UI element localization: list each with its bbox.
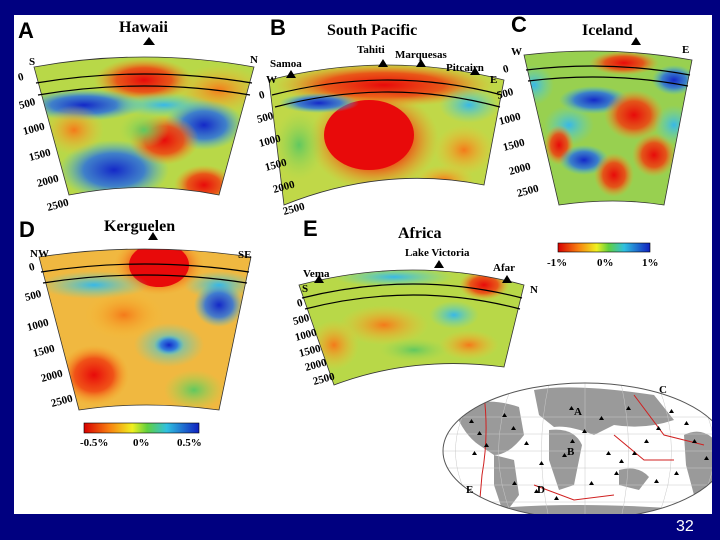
panel-a-depth-0: 0 xyxy=(17,71,26,84)
panel-b-depth-2500: 2500 xyxy=(282,200,307,217)
panel-c-depth-1000: 1000 xyxy=(498,110,523,127)
panel-c-depth-500: 500 xyxy=(496,86,516,102)
panel-a-depth-2500: 2500 xyxy=(46,196,71,213)
panel-e-right-label: N xyxy=(530,284,538,296)
panel-c-depth-2000: 2000 xyxy=(508,160,533,177)
tomography-figure: A Hawaii S N 0 500 1000 1500 2000 2500 B xyxy=(17,15,712,514)
panel-b-depth-1500: 1500 xyxy=(264,156,289,173)
panel-b-depth-500: 500 xyxy=(256,110,276,126)
panel-d-right-label: SE xyxy=(238,249,251,261)
panel-a-left-label: S xyxy=(29,56,35,68)
panel-a-right-label: N xyxy=(250,54,258,66)
panel-title-africa: Africa xyxy=(398,225,442,242)
kerguelen-marker-icon xyxy=(148,232,158,240)
panel-d-depth-1000: 1000 xyxy=(26,316,51,333)
panel-kerguelen: D Kerguelen NW SE 0 500 1000 1500 2000 2… xyxy=(19,217,252,411)
colorbar-bottom: -0.5% 0% 0.5% xyxy=(80,422,202,449)
colorbar-bottom-max-label: 0.5% xyxy=(177,437,202,449)
panel-title-iceland: Iceland xyxy=(582,22,633,39)
slide-page-number: 32 xyxy=(676,518,694,535)
panel-e-depth-2000: 2000 xyxy=(304,356,329,373)
panel-africa: E Africa Lake Victoria Afar Vema S N 0 5… xyxy=(292,216,538,388)
vema-marker-icon xyxy=(314,275,324,283)
hawaii-marker-icon xyxy=(143,37,155,45)
colorbar-bottom-min-label: -0.5% xyxy=(80,437,108,449)
panel-south-pacific: B South Pacific Samoa Tahiti Marquesas P… xyxy=(256,15,505,218)
map-label-a: A xyxy=(574,406,582,418)
panel-a-depth-1000: 1000 xyxy=(22,120,47,137)
panel-e-depth-1000: 1000 xyxy=(294,326,319,343)
marquesas-marker-icon xyxy=(416,59,426,67)
panel-a-depth-2000: 2000 xyxy=(36,172,61,189)
panel-e-depth-0: 0 xyxy=(296,297,305,310)
site-samoa-label: Samoa xyxy=(270,58,302,70)
colorbar-top-min-label: -1% xyxy=(547,257,567,269)
panel-e-left-label: S xyxy=(302,283,308,295)
panel-d-depth-500: 500 xyxy=(24,288,44,304)
panel-letter-b: B xyxy=(270,15,286,40)
colorbar-top: -1% 0% 1% xyxy=(547,242,659,269)
slide: A Hawaii S N 0 500 1000 1500 2000 2500 B xyxy=(14,15,712,514)
panel-c-depth-0: 0 xyxy=(502,63,511,76)
site-vema-label: Vema xyxy=(303,268,330,280)
panel-title-kerguelen: Kerguelen xyxy=(104,218,175,235)
map-label-c: C xyxy=(659,384,667,396)
panel-d-depth-2500: 2500 xyxy=(50,392,75,409)
panel-letter-c: C xyxy=(511,15,527,37)
site-tahiti-label: Tahiti xyxy=(357,44,385,56)
panel-letter-d: D xyxy=(19,217,35,242)
lake-victoria-marker-icon xyxy=(434,260,444,268)
site-marquesas-label: Marquesas xyxy=(395,49,447,61)
panel-b-right-label: E xyxy=(490,74,497,86)
panel-d-depth-1500: 1500 xyxy=(32,342,57,359)
panel-letter-e: E xyxy=(303,216,318,241)
site-lake-victoria-label: Lake Victoria xyxy=(405,247,470,259)
panel-c-depth-1500: 1500 xyxy=(502,136,527,153)
afar-marker-icon xyxy=(502,275,512,283)
panel-c-right-label: E xyxy=(682,44,689,56)
site-afar-label: Afar xyxy=(493,262,515,274)
panel-a-depth-500: 500 xyxy=(18,96,38,112)
site-pitcairn-label: Pitcairn xyxy=(446,62,484,74)
panel-hawaii: A Hawaii S N 0 500 1000 1500 2000 2500 xyxy=(17,18,258,214)
samoa-marker-icon xyxy=(286,70,296,78)
panel-d-left-label: NW xyxy=(30,248,49,260)
panel-b-left-label: W xyxy=(266,74,277,86)
panel-b-depth-1000: 1000 xyxy=(258,132,283,149)
panel-letter-a: A xyxy=(18,18,34,43)
panel-e-depth-500: 500 xyxy=(292,312,312,328)
panel-e-depth-2500: 2500 xyxy=(312,370,337,387)
panel-iceland: C Iceland W E 0 500 1000 1500 2000 2500 xyxy=(496,15,693,206)
panel-title-hawaii: Hawaii xyxy=(119,19,168,36)
world-map: A B C D E xyxy=(442,382,712,514)
panel-d-depth-0: 0 xyxy=(28,261,37,274)
panel-c-depth-2500: 2500 xyxy=(516,182,541,199)
panel-a-depth-1500: 1500 xyxy=(28,146,53,163)
panel-d-depth-2000: 2000 xyxy=(40,367,65,384)
colorbar-top-mid-label: 0% xyxy=(597,257,614,269)
map-label-e: E xyxy=(466,484,473,496)
tahiti-marker-icon xyxy=(378,59,388,67)
panel-b-depth-0: 0 xyxy=(258,89,267,102)
panel-title-south-pacific: South Pacific xyxy=(327,22,417,39)
pitcairn-marker-icon xyxy=(470,67,480,75)
map-label-d: D xyxy=(537,484,545,496)
panel-b-depth-2000: 2000 xyxy=(272,178,297,195)
map-label-b: B xyxy=(567,446,575,458)
panel-c-left-label: W xyxy=(511,46,522,58)
panel-e-depth-1500: 1500 xyxy=(298,342,323,359)
colorbar-top-max-label: 1% xyxy=(642,257,659,269)
colorbar-bottom-mid-label: 0% xyxy=(133,437,150,449)
iceland-marker-icon xyxy=(631,37,641,45)
